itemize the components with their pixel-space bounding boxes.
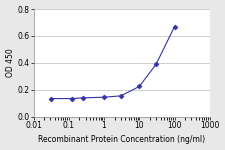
Y-axis label: OD 450: OD 450	[6, 48, 15, 77]
X-axis label: Recombinant Protein Concentration (ng/ml): Recombinant Protein Concentration (ng/ml…	[38, 135, 205, 144]
